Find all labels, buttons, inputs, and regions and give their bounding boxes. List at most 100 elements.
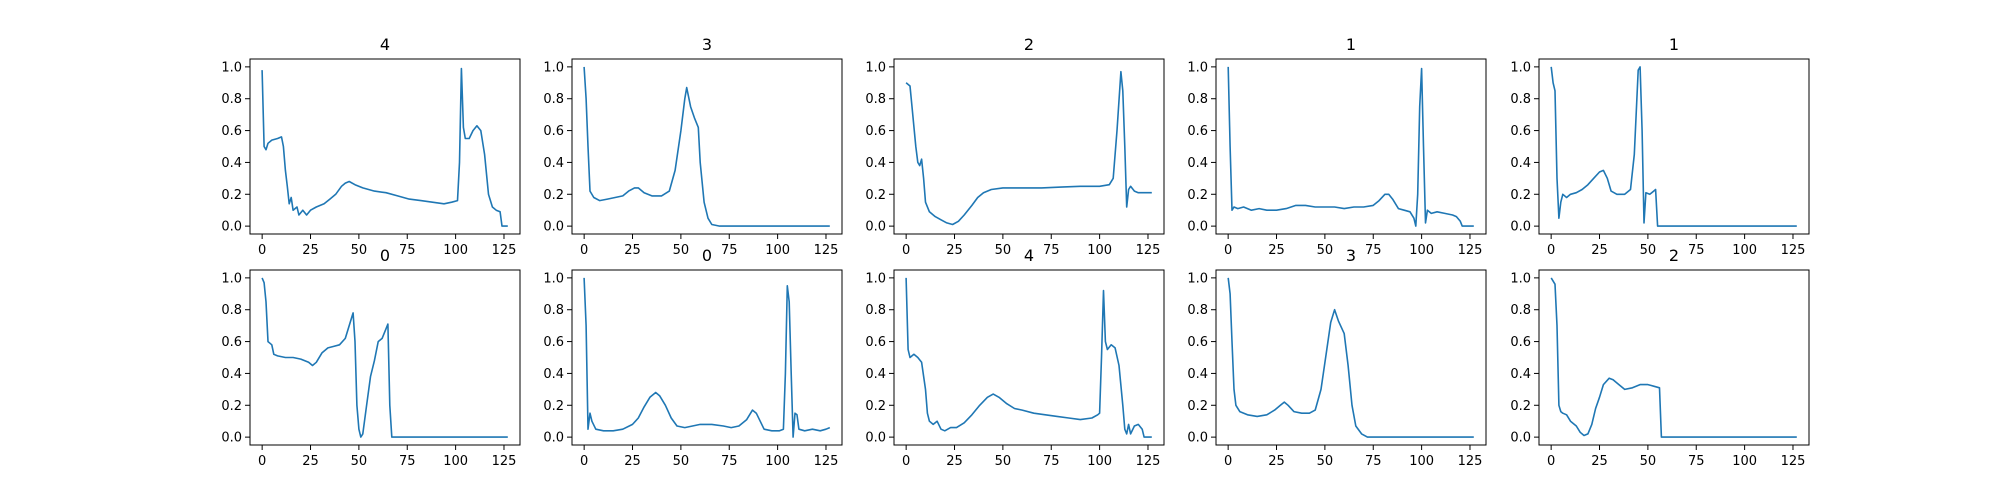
y-tick-label: 0.2 <box>865 399 886 414</box>
x-tick-label: 100 <box>765 454 790 469</box>
y-tick-label: 1.0 <box>543 271 564 286</box>
x-tick-label: 0 <box>1547 454 1555 469</box>
y-tick-label: 1.0 <box>1510 271 1531 286</box>
plot-frame <box>1538 269 1810 446</box>
y-tick-label: 0.8 <box>1187 303 1208 318</box>
x-tick-label: 25 <box>1268 454 1285 469</box>
y-tick-label: 0.0 <box>865 220 886 235</box>
x-tick-label: 0 <box>580 243 588 258</box>
x-tick-label: 50 <box>673 243 690 258</box>
x-tick-label: 25 <box>946 243 963 258</box>
y-tick-label: 0.0 <box>865 431 886 446</box>
y-tick-label: 1.0 <box>221 271 242 286</box>
y-tick-label: 0.8 <box>1510 92 1531 107</box>
x-tick-label: 50 <box>351 454 368 469</box>
x-tick-label: 50 <box>351 243 368 258</box>
subplot-5: 0 0 25 50 75 100 125 0.0 0.2 0.4 0.6 0.8 1.0 <box>221 246 521 469</box>
x-tick-label: 125 <box>814 243 839 258</box>
y-tick-label: 0.6 <box>865 335 886 350</box>
subplot-1: 3 0 25 50 75 100 125 0.0 0.2 0.4 0.6 0.8 1.0 <box>543 35 843 258</box>
x-tick-label: 125 <box>492 243 517 258</box>
y-tick-label: 0.8 <box>543 92 564 107</box>
x-tick-label: 100 <box>765 243 790 258</box>
x-tick-label: 75 <box>399 454 416 469</box>
x-tick-label: 25 <box>624 243 641 258</box>
series-line-0 <box>1550 277 1797 438</box>
y-tick-label: 0.6 <box>221 124 242 139</box>
subplot-2: 2 0 25 50 75 100 125 0.0 0.2 0.4 0.6 0.8 1.0 <box>865 35 1165 258</box>
y-tick-label: 0.0 <box>543 220 564 235</box>
plot-frame <box>1215 58 1487 235</box>
x-tick-label: 125 <box>1781 454 1806 469</box>
y-tick-label: 0.4 <box>221 156 242 171</box>
y-tick-label: 1.0 <box>221 60 242 75</box>
x-tick-label: 50 <box>1640 243 1657 258</box>
x-tick-label: 0 <box>902 243 910 258</box>
x-tick-label: 75 <box>721 243 738 258</box>
subplot-title: 2 <box>1024 35 1034 54</box>
y-tick-label: 0.4 <box>865 367 886 382</box>
x-tick-label: 75 <box>1688 243 1705 258</box>
y-tick-label: 1.0 <box>865 271 886 286</box>
x-tick-label: 50 <box>995 454 1012 469</box>
subplot-title: 3 <box>1346 246 1356 265</box>
series-line-0 <box>905 70 1152 226</box>
x-tick-label: 0 <box>1224 454 1232 469</box>
y-tick-label: 0.8 <box>1510 303 1531 318</box>
series-line-0 <box>1227 277 1474 438</box>
x-tick-label: 75 <box>1043 243 1060 258</box>
y-tick-label: 0.4 <box>1510 367 1531 382</box>
y-tick-label: 0.8 <box>221 92 242 107</box>
y-tick-label: 1.0 <box>543 60 564 75</box>
x-tick-label: 75 <box>1043 454 1060 469</box>
y-tick-label: 0.2 <box>865 188 886 203</box>
subplot-3: 1 0 25 50 75 100 125 0.0 0.2 0.4 0.6 0.8 1.0 <box>1187 35 1487 258</box>
y-tick-label: 0.6 <box>1187 124 1208 139</box>
x-tick-label: 100 <box>1409 454 1434 469</box>
y-tick-label: 0.2 <box>543 399 564 414</box>
x-tick-label: 75 <box>1688 454 1705 469</box>
y-tick-label: 0.2 <box>221 399 242 414</box>
y-tick-label: 0.0 <box>1510 431 1531 446</box>
x-tick-label: 100 <box>1409 243 1434 258</box>
series-line-0 <box>261 67 508 227</box>
x-tick-label: 75 <box>399 243 416 258</box>
x-tick-label: 0 <box>258 454 266 469</box>
plot-frame <box>571 58 843 235</box>
x-tick-label: 75 <box>721 454 738 469</box>
x-tick-label: 125 <box>1781 243 1806 258</box>
subplot-title: 3 <box>702 35 712 54</box>
y-tick-label: 0.4 <box>1187 156 1208 171</box>
y-tick-label: 0.2 <box>543 188 564 203</box>
x-tick-label: 0 <box>580 454 588 469</box>
y-tick-label: 0.0 <box>1187 431 1208 446</box>
x-tick-label: 125 <box>492 454 517 469</box>
series-line-0 <box>583 66 830 227</box>
x-tick-label: 125 <box>1458 243 1483 258</box>
y-tick-label: 0.8 <box>543 303 564 318</box>
x-tick-label: 50 <box>1317 243 1334 258</box>
plot-frame <box>249 58 521 235</box>
y-tick-label: 0.8 <box>1187 92 1208 107</box>
y-tick-label: 0.6 <box>543 335 564 350</box>
plot-frame <box>1538 58 1810 235</box>
x-tick-label: 25 <box>624 454 641 469</box>
y-tick-label: 1.0 <box>1187 271 1208 286</box>
y-tick-label: 0.0 <box>1510 220 1531 235</box>
x-tick-label: 125 <box>1458 454 1483 469</box>
subplot-title: 0 <box>380 246 390 265</box>
y-tick-label: 0.4 <box>543 156 564 171</box>
x-tick-label: 100 <box>443 243 468 258</box>
series-line-0 <box>1227 66 1474 227</box>
x-tick-label: 0 <box>258 243 266 258</box>
y-tick-label: 0.6 <box>1510 335 1531 350</box>
subplot-title: 4 <box>1024 246 1034 265</box>
x-tick-label: 75 <box>1365 454 1382 469</box>
plot-frame <box>249 269 521 446</box>
y-tick-label: 0.4 <box>543 367 564 382</box>
plot-frame <box>893 269 1165 446</box>
y-tick-label: 0.6 <box>543 124 564 139</box>
series-line-0 <box>583 277 831 438</box>
x-tick-label: 25 <box>302 454 319 469</box>
